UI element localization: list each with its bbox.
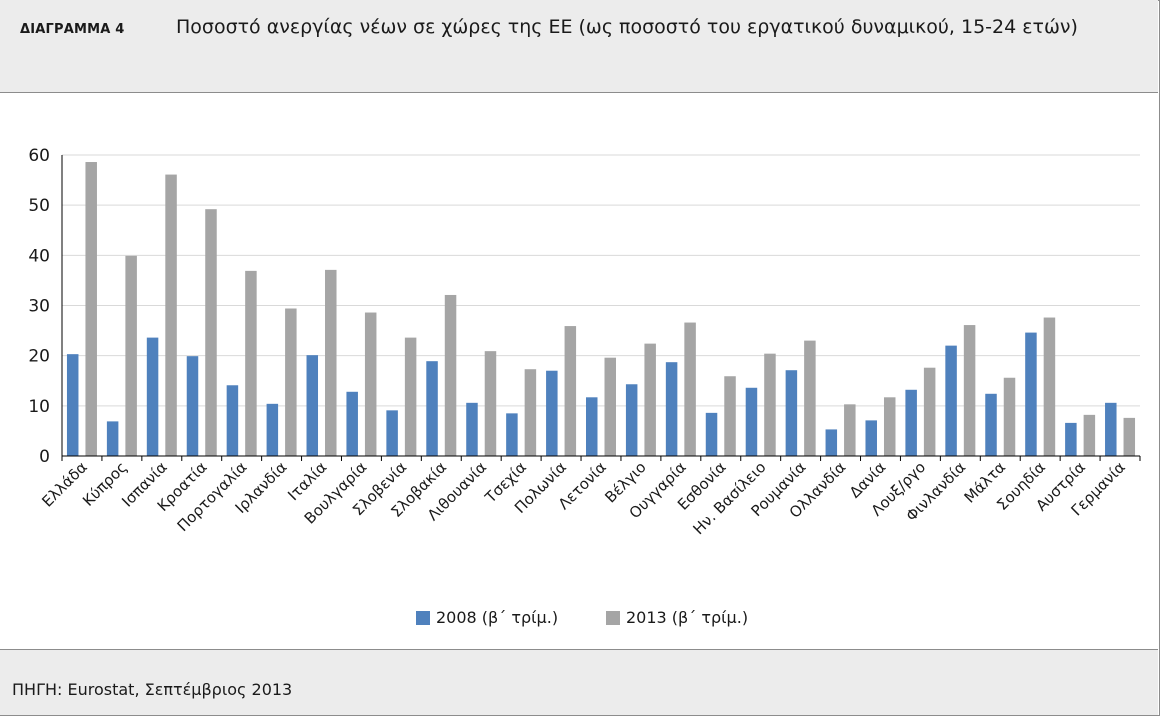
y-tick-label: 40 bbox=[28, 246, 50, 266]
bar bbox=[564, 326, 577, 456]
y-tick-label: 0 bbox=[39, 447, 50, 467]
bar bbox=[346, 391, 358, 456]
bar bbox=[245, 270, 257, 456]
figure-number: ΔΙΑΓΡΑΜΜΑ 4 bbox=[20, 22, 125, 37]
bar bbox=[625, 384, 638, 456]
bar bbox=[923, 367, 936, 456]
figure-title: Ποσοστό ανεργίας νέων σε χώρες της ΕΕ (ω… bbox=[176, 16, 1078, 38]
bar bbox=[865, 420, 877, 456]
bar bbox=[404, 337, 417, 456]
bar bbox=[963, 325, 976, 456]
bar bbox=[66, 354, 79, 456]
bar bbox=[724, 376, 736, 456]
y-tick-label: 60 bbox=[28, 146, 50, 166]
bar bbox=[1083, 414, 1096, 456]
bar bbox=[586, 397, 598, 456]
bar bbox=[905, 389, 917, 456]
bar bbox=[546, 370, 558, 456]
chart-area: 0 10 20 30 40 50 60 Ελλάδα Κύπρος Ισπανία Κροατία… bbox=[0, 93, 1158, 649]
legend-swatch bbox=[416, 611, 430, 625]
bar bbox=[386, 410, 398, 456]
bar bbox=[364, 312, 377, 456]
bar bbox=[325, 269, 337, 456]
bar bbox=[825, 429, 838, 456]
bar bbox=[125, 255, 137, 456]
y-tick-label: 10 bbox=[28, 397, 50, 417]
x-tick-labels: ΕλλάδαΚύπροςΙσπανίαΚροατίαΠορτογαλίαΙρλα… bbox=[38, 458, 1129, 538]
bar bbox=[1025, 332, 1037, 456]
bar bbox=[945, 345, 957, 456]
gridlines bbox=[62, 154, 1140, 407]
bar bbox=[665, 362, 678, 456]
figure-footer: ΠΗΓΗ: Eurostat, Σεπτέμβριος 2013 bbox=[0, 649, 1158, 715]
bar bbox=[146, 337, 159, 456]
bar bbox=[684, 322, 696, 456]
bar bbox=[444, 294, 457, 456]
bar bbox=[285, 308, 297, 456]
y-tick-label: 20 bbox=[28, 347, 50, 367]
bar bbox=[764, 353, 776, 456]
figure-header: ΔΙΑΓΡΑΜΜΑ 4 Ποσοστό ανεργίας νέων σε χώρ… bbox=[0, 0, 1158, 93]
bar bbox=[1003, 377, 1016, 456]
bar bbox=[106, 421, 119, 456]
bar bbox=[226, 385, 239, 456]
bar bbox=[426, 361, 438, 456]
bars bbox=[66, 162, 1136, 457]
source-note: ΠΗΓΗ: Eurostat, Σεπτέμβριος 2013 bbox=[12, 680, 293, 699]
bar bbox=[1123, 417, 1136, 456]
bar bbox=[644, 343, 656, 456]
bar bbox=[524, 369, 537, 456]
bar bbox=[466, 402, 478, 456]
axes bbox=[61, 155, 1141, 461]
legend: 2008 (β΄ τρίμ.) 2013 (β΄ τρίμ.) bbox=[416, 608, 748, 627]
bar bbox=[1105, 402, 1117, 456]
bar bbox=[883, 397, 896, 456]
y-tick-label: 50 bbox=[28, 196, 50, 216]
y-tick-labels: 0 10 20 30 40 50 60 bbox=[28, 146, 50, 467]
legend-swatch bbox=[606, 611, 620, 625]
bar bbox=[604, 357, 616, 456]
bar bbox=[205, 209, 217, 456]
bar bbox=[785, 370, 798, 456]
bar bbox=[266, 403, 279, 456]
legend-label: 2008 (β΄ τρίμ.) bbox=[436, 608, 558, 627]
bar bbox=[506, 413, 518, 456]
y-tick-label: 30 bbox=[28, 297, 50, 317]
bar bbox=[85, 162, 97, 457]
bar bbox=[1043, 317, 1056, 456]
bar bbox=[844, 404, 856, 456]
bar bbox=[985, 393, 997, 456]
bar bbox=[745, 387, 758, 456]
bar bbox=[306, 355, 319, 456]
bar bbox=[804, 340, 816, 456]
bar bbox=[186, 356, 199, 456]
bar bbox=[705, 412, 718, 456]
bar bbox=[165, 174, 177, 456]
bar bbox=[1065, 422, 1077, 456]
bar bbox=[484, 351, 497, 456]
legend-label: 2013 (β΄ τρίμ.) bbox=[626, 608, 748, 627]
bar-chart: 0 10 20 30 40 50 60 ΕλλάδαΚύπροςΙσπανίαΚροατία… bbox=[28, 146, 1141, 627]
